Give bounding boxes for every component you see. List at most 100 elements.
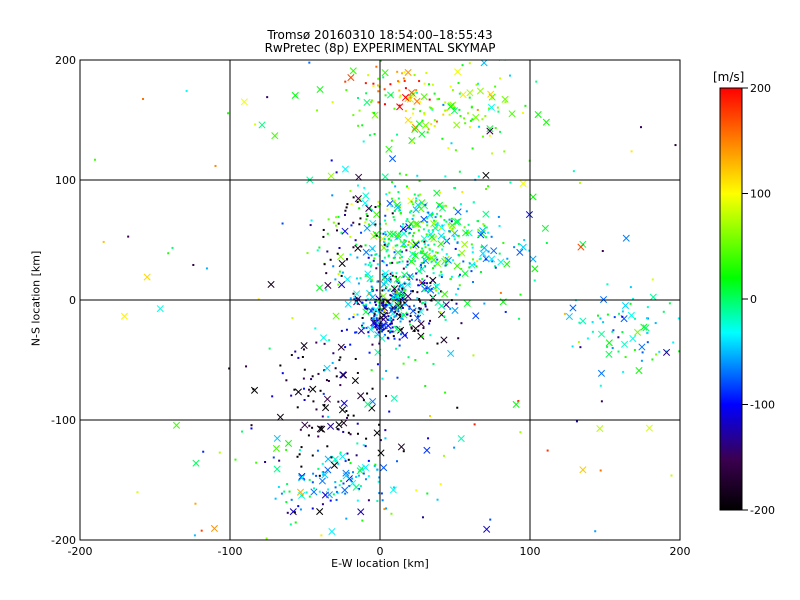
scatter-point (339, 451, 342, 454)
scatter-point-cross (352, 483, 360, 491)
scatter-point (419, 252, 422, 255)
scatter-point (390, 317, 393, 320)
scatter-point (398, 104, 401, 107)
scatter-point (431, 212, 434, 215)
scatter-point (349, 462, 352, 465)
y-tick-label: -200 (51, 534, 76, 547)
scatter-point (285, 501, 288, 504)
scatter-point (291, 317, 294, 320)
scatter-point (476, 108, 479, 111)
scatter-point (361, 124, 364, 127)
scatter-point-cross (412, 324, 420, 333)
scatter-point (349, 253, 352, 256)
scatter-point (634, 317, 637, 320)
scatter-point (425, 71, 428, 74)
scatter-point (318, 490, 321, 493)
scatter-point-cross (635, 366, 643, 375)
scatter-point-cross (503, 260, 511, 268)
scatter-point (422, 261, 425, 264)
scatter-point (376, 319, 379, 322)
scatter-point-cross (431, 224, 439, 232)
scatter-point (397, 302, 400, 305)
scatter-point (473, 423, 476, 426)
scatter-point (490, 235, 493, 238)
scatter-point (435, 120, 438, 123)
scatter-point (407, 187, 410, 190)
scatter-point (426, 221, 429, 224)
scatter-point-cross (454, 208, 462, 216)
scatter-point-cross (447, 103, 455, 111)
scatter-point (255, 461, 258, 464)
scatter-point (383, 314, 386, 317)
scatter-point (403, 294, 406, 297)
scatter-point (397, 235, 400, 238)
scatter-point (359, 485, 362, 488)
scatter-point (376, 363, 379, 366)
scatter-point (293, 388, 296, 391)
scatter-point (394, 244, 397, 247)
scatter-point (334, 460, 337, 463)
scatter-point (379, 60, 382, 62)
scatter-point-cross (529, 193, 537, 201)
scatter-point (361, 324, 364, 327)
scatter-point-cross (486, 125, 494, 133)
scatter-point-cross (316, 85, 324, 94)
scatter-point (353, 297, 356, 300)
scatter-point (312, 487, 315, 490)
scatter-point (429, 415, 432, 418)
scatter-point (339, 384, 342, 387)
scatter-point (408, 308, 411, 311)
scatter-point-cross (192, 459, 200, 467)
scatter-point (366, 392, 369, 395)
x-tick-label: 0 (377, 545, 384, 558)
scatter-point (142, 97, 145, 100)
scatter-point-cross (433, 189, 441, 197)
scatter-point-cross (324, 466, 332, 474)
scatter-point (434, 261, 437, 264)
scatter-point (453, 446, 456, 449)
scatter-point (307, 434, 310, 437)
scatter-point (392, 216, 395, 219)
scatter-point (329, 258, 332, 261)
scatter-point (398, 261, 401, 264)
scatter-point (383, 238, 386, 241)
scatter-point (382, 261, 385, 264)
scatter-point (381, 318, 384, 321)
scatter-point-cross (645, 424, 653, 432)
scatter-point-cross (488, 255, 496, 263)
scatter-point (345, 328, 348, 331)
scatter-point (427, 128, 430, 131)
scatter-point (372, 317, 375, 320)
scatter-point (400, 256, 403, 259)
scatter-point (398, 338, 401, 341)
scatter-point-cross (319, 334, 328, 342)
scatter-point (438, 203, 441, 206)
scatter-point (394, 305, 397, 308)
scatter-point (322, 228, 325, 231)
scatter-point (415, 89, 418, 92)
scatter-point (411, 290, 414, 293)
scatter-point (451, 227, 454, 230)
scatter-point (397, 191, 400, 194)
scatter-point (451, 89, 454, 92)
scatter-point (401, 306, 404, 309)
scatter-point-cross (372, 230, 380, 239)
scatter-point (425, 286, 428, 289)
scatter-point (410, 290, 413, 293)
scatter-point (396, 244, 399, 247)
scatter-point (378, 301, 381, 304)
scatter-point (373, 464, 376, 467)
scatter-point (321, 503, 324, 506)
scatter-point (364, 273, 367, 276)
scatter-point-cross (400, 311, 408, 319)
scatter-point (464, 122, 467, 125)
scatter-point-cross (408, 137, 416, 145)
scatter-point (405, 249, 408, 252)
scatter-point (386, 318, 389, 321)
scatter-point-cross (427, 254, 436, 262)
scatter-point (613, 316, 616, 319)
scatter-point (368, 261, 371, 264)
scatter-point (456, 406, 459, 409)
scatter-point-cross (476, 87, 484, 95)
scatter-point (375, 314, 378, 317)
